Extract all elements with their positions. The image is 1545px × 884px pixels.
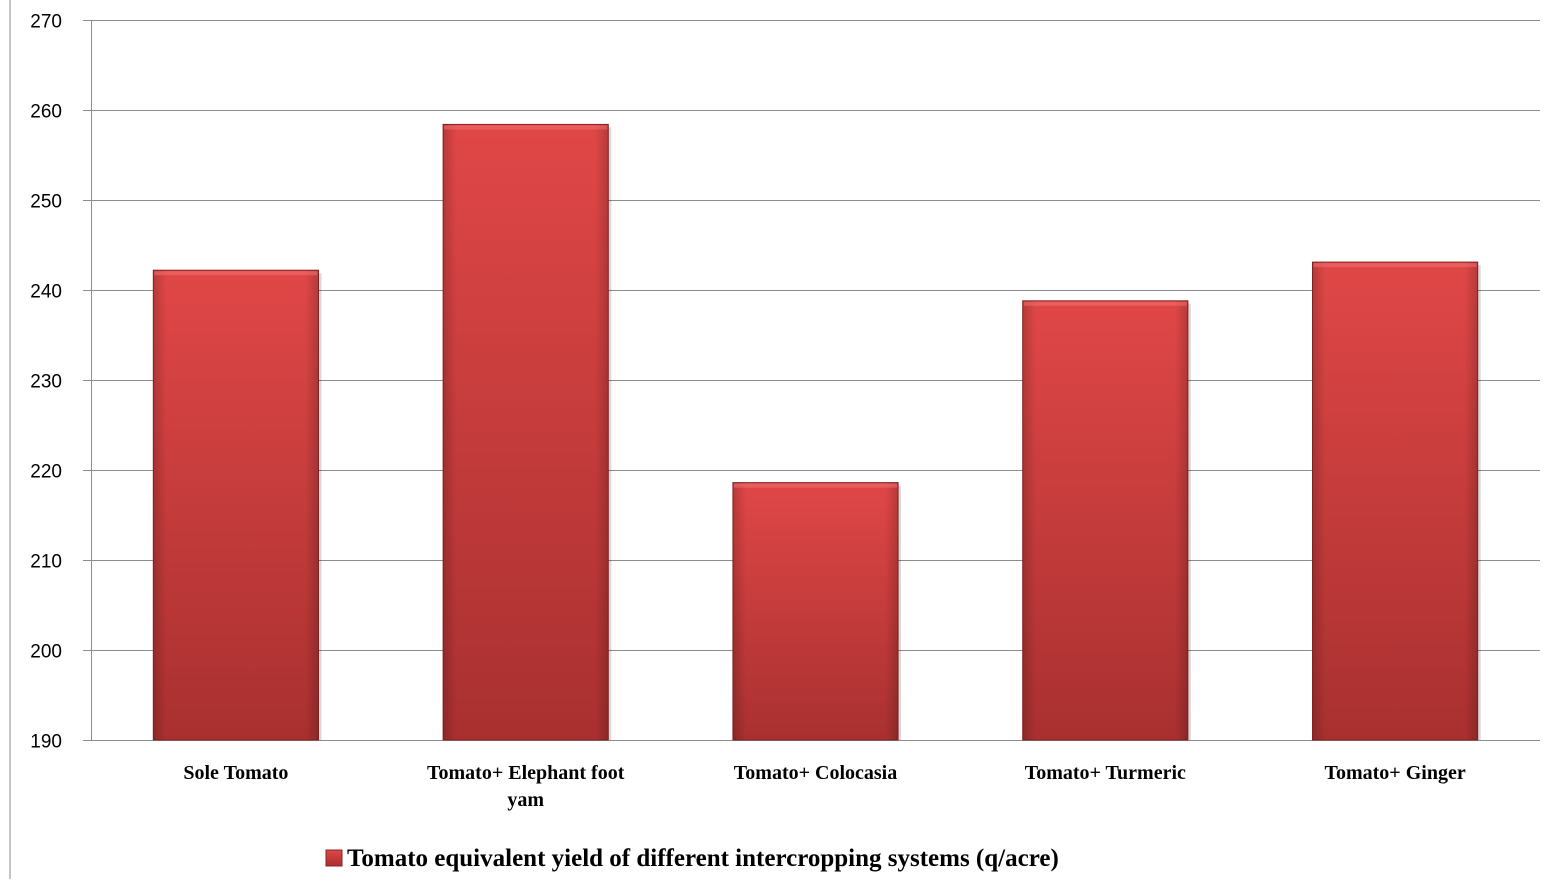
y-tick-label: 200 — [30, 642, 62, 663]
bar-top-highlight — [154, 271, 318, 276]
y-tick-label: 220 — [30, 462, 62, 483]
x-category-label: Tomato+ Elephant foot — [427, 762, 625, 784]
y-tick-label: 260 — [30, 102, 62, 123]
x-category-label: yam — [507, 789, 544, 811]
y-tick-label: 250 — [30, 192, 62, 213]
y-tick-label: 270 — [30, 12, 62, 33]
legend-label: Tomato equivalent yield of different int… — [347, 845, 1059, 872]
bar-top-highlight — [733, 483, 898, 488]
bar-edge-shade — [1022, 300, 1188, 740]
bar-edge-shade — [1312, 262, 1478, 740]
legend-swatch — [325, 849, 343, 867]
bar-edge-shade — [732, 482, 899, 740]
x-category-label: Tomato+ Ginger — [1324, 762, 1465, 784]
bar-top-highlight — [444, 125, 608, 130]
bar-edge-shade — [153, 270, 319, 740]
y-tick-label: 230 — [30, 372, 62, 393]
bar-top-highlight — [1023, 301, 1187, 306]
y-tick-label: 190 — [30, 732, 62, 753]
bar-edge-shade — [443, 124, 609, 740]
x-category-label: Tomato+ Turmeric — [1025, 762, 1186, 784]
bar-top-highlight — [1313, 263, 1477, 268]
x-category-label: Sole Tomato — [183, 762, 288, 784]
y-tick-label: 210 — [30, 552, 62, 573]
y-tick-label: 240 — [30, 282, 62, 303]
x-category-label: Tomato+ Colocasia — [734, 762, 897, 784]
